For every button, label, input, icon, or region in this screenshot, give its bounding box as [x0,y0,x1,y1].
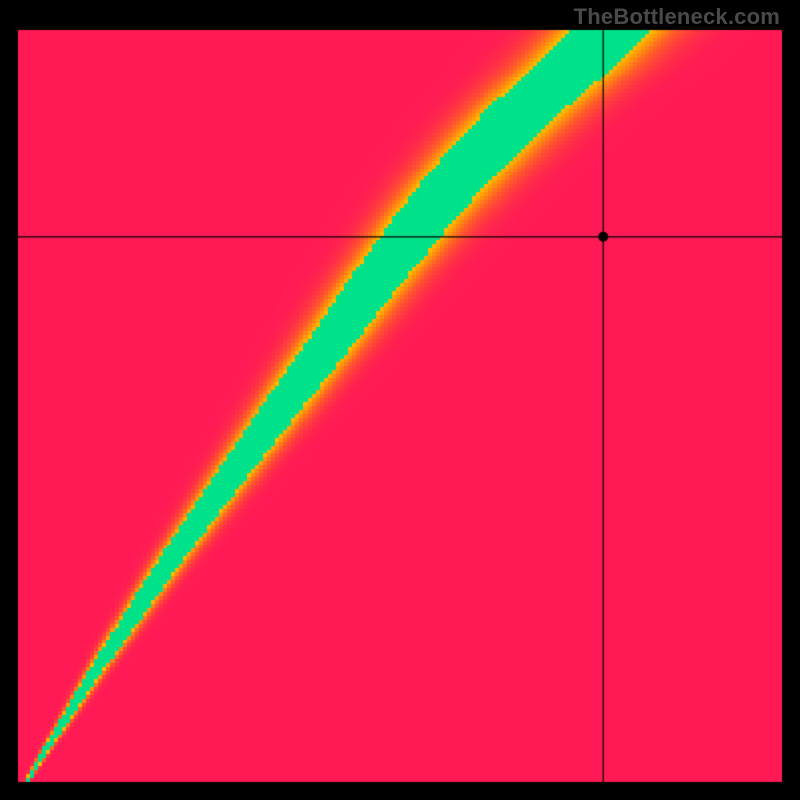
heatmap-canvas [0,0,800,800]
watermark-text: TheBottleneck.com [574,4,780,30]
chart-container: TheBottleneck.com [0,0,800,800]
